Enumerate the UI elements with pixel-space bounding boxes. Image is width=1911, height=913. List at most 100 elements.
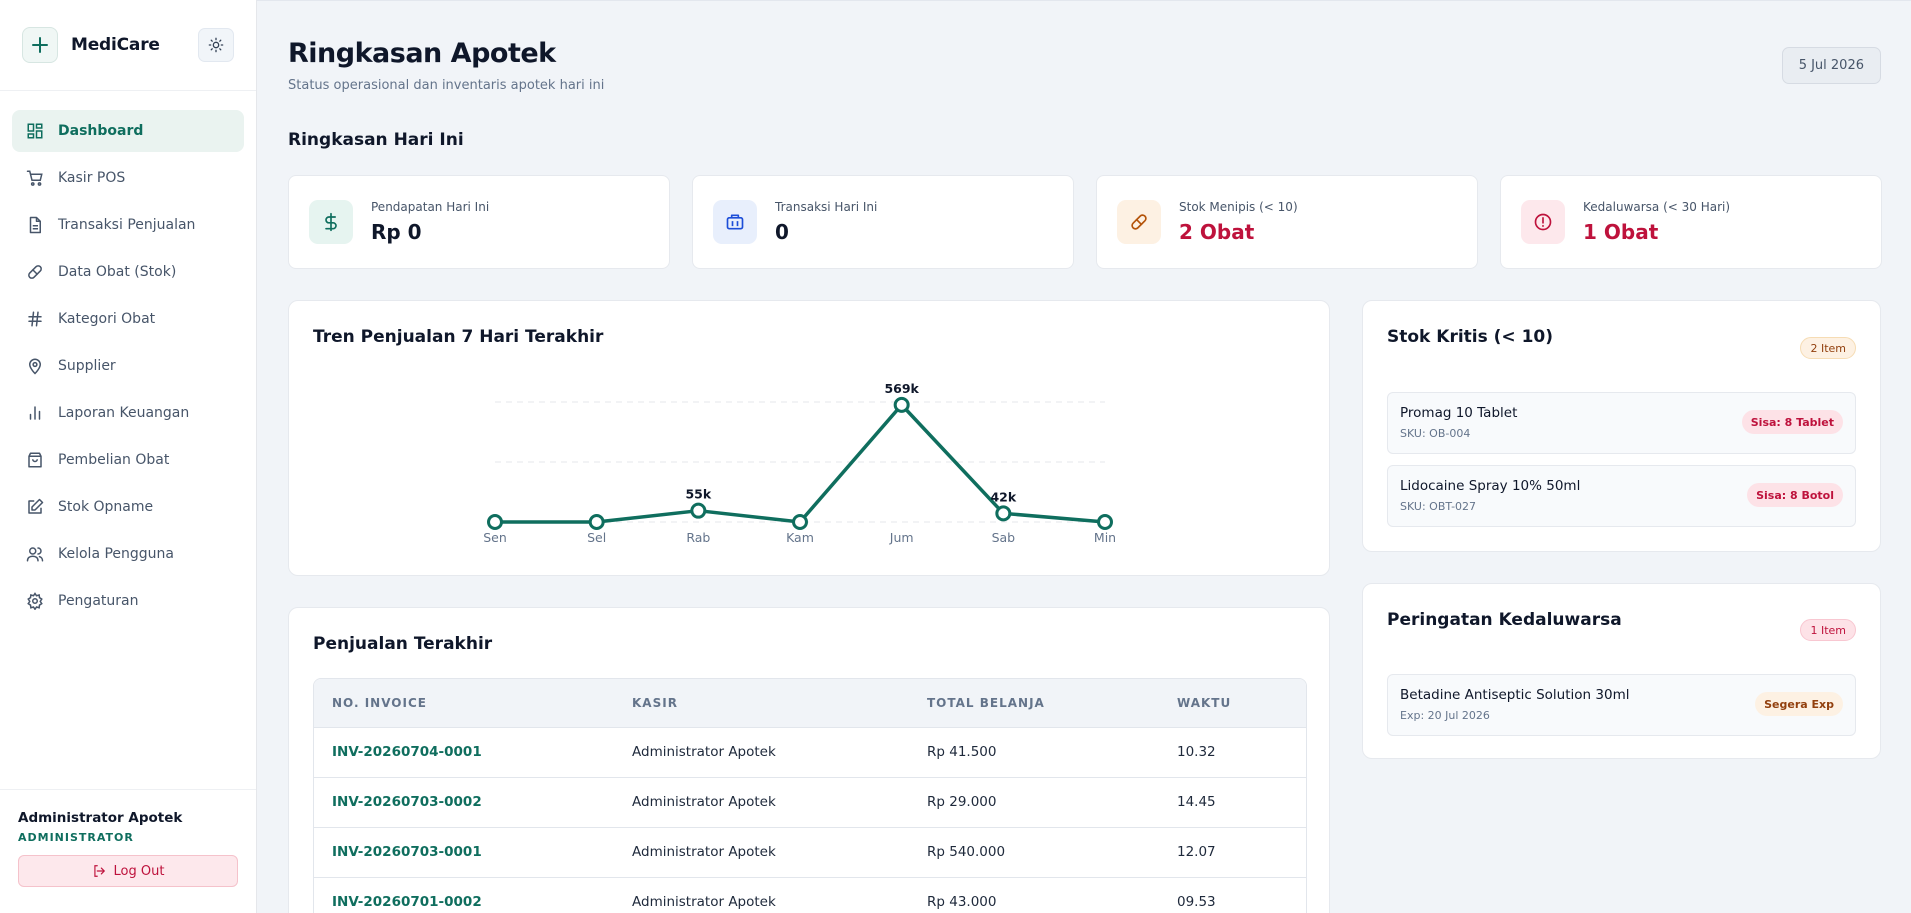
pill-icon [28, 265, 42, 279]
critical-stock-title: Stok Kritis (< 10) [1387, 327, 1554, 347]
alert-icon [1521, 200, 1565, 244]
logout-label: Log Out [113, 863, 165, 879]
dollar-icon [309, 200, 353, 244]
date-badge: 5 Jul 2026 [1781, 47, 1881, 84]
expiry-warning-card: Peringatan Kedaluwarsa 1 Item Betadine A… [1362, 583, 1881, 759]
sidebar-item-kelola-pengguna[interactable]: Kelola Pengguna [12, 533, 244, 575]
data-point [487, 514, 503, 530]
sidebar-item-label: Supplier [58, 358, 116, 374]
recent-sales-title: Penjualan Terakhir [313, 634, 493, 654]
plus-icon[interactable] [22, 27, 58, 63]
stat-label: Stok Menipis (< 10) [1179, 200, 1298, 214]
list-item[interactable]: Promag 10 Tablet SKU: OB-004 Sisa: 8 Tab… [1387, 392, 1856, 454]
dashboard-icon [27, 123, 43, 139]
expiry-title: Peringatan Kedaluwarsa [1387, 610, 1622, 630]
sidebar-item-label: Laporan Keuangan [58, 405, 190, 421]
sidebar-item-label: Transaksi Penjualan [58, 217, 196, 233]
recent-sales-card: Penjualan Terakhir NO. INVOICE KASIR TOT… [288, 607, 1330, 913]
expiry-count-badge: 1 Item [1800, 619, 1856, 641]
data-point [792, 514, 808, 530]
stat-label: Kedaluwarsa (< 30 Hari) [1583, 200, 1731, 214]
brand: MediCare [0, 0, 256, 91]
x-tick-label: Rab [686, 530, 710, 545]
sidebar-item-label: Pembelian Obat [58, 452, 170, 468]
sun-icon [208, 37, 224, 53]
sidebar-item-supplier[interactable]: Supplier [12, 345, 244, 387]
series-line [495, 403, 1106, 524]
logout-button[interactable]: Log Out [18, 855, 238, 887]
data-label: 569k [884, 381, 919, 396]
critical-stock-card: Stok Kritis (< 10) 2 Item Promag 10 Tabl… [1362, 300, 1881, 552]
sidebar-item-pembelian-obat[interactable]: Pembelian Obat [12, 439, 244, 481]
invoice-link[interactable]: INV-20260704-0001 [314, 727, 614, 778]
sidebar-item-label: Dashboard [58, 123, 144, 139]
invoice-link[interactable]: INV-20260703-0001 [314, 827, 614, 878]
item-sku: SKU: OBT-027 [1400, 500, 1477, 513]
sidebar-item-kasir-pos[interactable]: Kasir POS [12, 157, 244, 199]
invoice-link[interactable]: INV-20260701-0002 [314, 877, 614, 913]
invoice-link[interactable]: INV-20260703-0002 [314, 777, 614, 828]
table-row[interactable]: INV-20260701-0002 Administrator Apotek R… [314, 877, 1306, 913]
time-cell: 12.07 [1159, 827, 1306, 878]
list-item[interactable]: Lidocaine Spray 10% 50ml SKU: OBT-027 Si… [1387, 465, 1856, 527]
data-point [588, 514, 605, 530]
summary-title: Ringkasan Hari Ini [288, 130, 464, 150]
theme-toggle-button[interactable] [198, 28, 234, 62]
data-point [690, 502, 707, 519]
stat-value: 1 Obat [1583, 220, 1659, 244]
column-header: WAKTU [1159, 679, 1306, 728]
table-row[interactable]: INV-20260704-0001 Administrator Apotek R… [314, 727, 1306, 778]
chart-title: Tren Penjualan 7 Hari Terakhir [313, 327, 604, 347]
data-point [1097, 514, 1113, 530]
sidebar-item-label: Kelola Pengguna [58, 546, 174, 562]
recent-sales-table: NO. INVOICE KASIR TOTAL BELANJA WAKTU IN… [313, 678, 1307, 913]
table-row[interactable]: INV-20260703-0002 Administrator Apotek R… [314, 777, 1306, 828]
remaining-stock-badge: Sisa: 8 Tablet [1741, 410, 1843, 434]
table-row[interactable]: INV-20260703-0001 Administrator Apotek R… [314, 827, 1306, 878]
list-item[interactable]: Betadine Antiseptic Solution 30ml Exp: 2… [1387, 674, 1856, 736]
document-icon [29, 216, 41, 234]
sidebar: MediCare Dashboard Kasir POS Transaksi P… [0, 0, 257, 913]
sidebar-item-label: Stok Opname [58, 499, 154, 515]
x-tick-label: Sab [992, 530, 1016, 545]
x-tick-label: Sel [587, 530, 606, 545]
sidebar-item-stok-opname[interactable]: Stok Opname [12, 486, 244, 528]
top-divider [257, 0, 1911, 4]
sidebar-item-label: Data Obat (Stok) [58, 264, 177, 280]
cashier-cell: Administrator Apotek [614, 827, 909, 878]
sidebar-item-kategori-obat[interactable]: Kategori Obat [12, 298, 244, 340]
time-cell: 09.53 [1159, 877, 1306, 913]
item-sku: SKU: OB-004 [1400, 427, 1471, 440]
x-tick-label: Sen [483, 530, 507, 545]
user-name: Administrator Apotek [18, 810, 183, 826]
user-panel: Administrator Apotek ADMINISTRATOR Log O… [0, 789, 256, 913]
hash-icon [28, 311, 42, 327]
sidebar-item-pengaturan[interactable]: Pengaturan [12, 580, 244, 622]
sidebar-item-label: Kasir POS [58, 170, 126, 186]
data-point [893, 396, 910, 413]
pill-icon [1117, 200, 1161, 244]
x-tick-label: Min [1094, 530, 1116, 545]
stat-value: 0 [775, 220, 789, 244]
location-icon [28, 358, 42, 375]
sidebar-item-label: Pengaturan [58, 593, 139, 609]
page-title: Ringkasan Apotek [288, 38, 556, 69]
cashier-cell: Administrator Apotek [614, 877, 909, 913]
briefcase-icon [713, 200, 757, 244]
stat-label: Pendapatan Hari Ini [371, 200, 490, 214]
stat-card-low-stock: Stok Menipis (< 10) 2 Obat [1096, 175, 1478, 269]
sidebar-item-laporan-keuangan[interactable]: Laporan Keuangan [12, 392, 244, 434]
stat-label: Transaksi Hari Ini [775, 200, 878, 214]
remaining-stock-badge: Sisa: 8 Botol [1747, 483, 1843, 507]
sidebar-item-data-obat[interactable]: Data Obat (Stok) [12, 251, 244, 293]
sidebar-nav: Dashboard Kasir POS Transaksi Penjualan … [0, 91, 256, 622]
x-tick-label: Jum [889, 530, 914, 545]
sidebar-item-label: Kategori Obat [58, 311, 156, 327]
item-name: Promag 10 Tablet [1400, 405, 1518, 421]
expiry-status-badge: Segera Exp [1755, 692, 1843, 716]
column-header: TOTAL BELANJA [909, 679, 1159, 728]
sidebar-item-dashboard[interactable]: Dashboard [12, 110, 244, 152]
total-cell: Rp 41.500 [909, 727, 1159, 778]
sidebar-item-transaksi-penjualan[interactable]: Transaksi Penjualan [12, 204, 244, 246]
data-label: 42k [990, 489, 1016, 504]
